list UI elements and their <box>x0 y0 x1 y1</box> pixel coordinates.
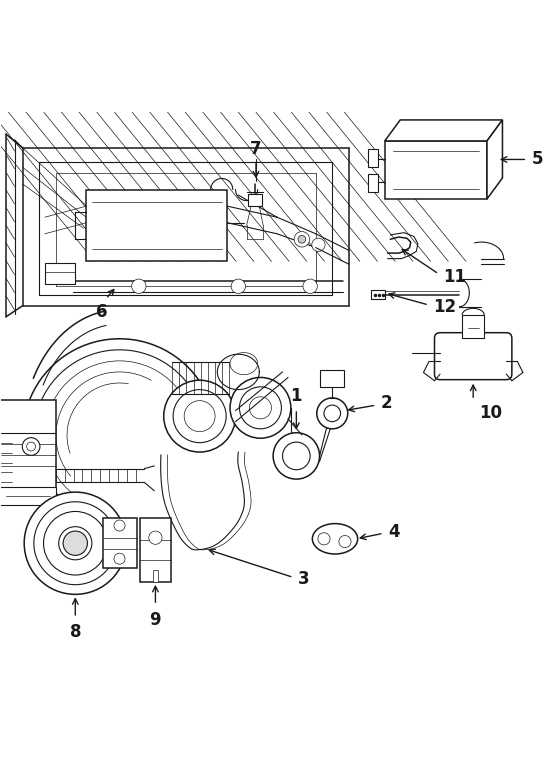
Circle shape <box>298 235 306 243</box>
Bar <box>371 290 385 299</box>
Ellipse shape <box>34 502 117 584</box>
Bar <box>153 570 158 582</box>
Text: 6: 6 <box>96 303 107 322</box>
Bar <box>0 399 56 488</box>
Circle shape <box>149 531 162 545</box>
Circle shape <box>27 442 35 451</box>
Circle shape <box>22 437 40 455</box>
Circle shape <box>239 387 281 429</box>
Text: 7: 7 <box>250 140 262 158</box>
Circle shape <box>273 433 320 479</box>
Text: 11: 11 <box>443 268 466 286</box>
FancyBboxPatch shape <box>434 333 512 380</box>
Ellipse shape <box>312 524 358 554</box>
Text: 5: 5 <box>532 151 543 169</box>
Circle shape <box>63 531 88 556</box>
Circle shape <box>132 279 146 294</box>
Polygon shape <box>385 120 502 141</box>
Polygon shape <box>487 120 502 199</box>
Text: 12: 12 <box>433 298 456 315</box>
Bar <box>368 148 378 167</box>
Text: 8: 8 <box>70 623 81 641</box>
Ellipse shape <box>24 492 126 594</box>
Circle shape <box>184 401 215 431</box>
Circle shape <box>164 380 235 452</box>
Circle shape <box>324 405 341 422</box>
Circle shape <box>114 520 125 531</box>
Ellipse shape <box>59 527 92 559</box>
Circle shape <box>294 232 310 247</box>
Bar <box>320 371 345 387</box>
Circle shape <box>312 239 325 252</box>
Circle shape <box>317 398 348 429</box>
Circle shape <box>231 279 245 294</box>
Bar <box>248 194 262 206</box>
Text: 9: 9 <box>150 611 161 629</box>
Text: 1: 1 <box>291 386 302 405</box>
Text: 10: 10 <box>479 404 502 422</box>
Bar <box>368 174 378 193</box>
Circle shape <box>283 442 310 470</box>
Bar <box>462 315 484 338</box>
Circle shape <box>173 389 226 443</box>
Bar <box>45 263 75 284</box>
Text: 2: 2 <box>381 395 393 413</box>
Ellipse shape <box>44 511 107 575</box>
Bar <box>103 518 137 568</box>
Text: 3: 3 <box>298 570 310 588</box>
Bar <box>140 518 171 582</box>
Circle shape <box>249 397 271 419</box>
Bar <box>86 190 227 261</box>
Circle shape <box>114 553 125 564</box>
Text: 4: 4 <box>388 523 400 541</box>
Circle shape <box>318 533 330 545</box>
Polygon shape <box>385 141 487 199</box>
Circle shape <box>339 535 351 548</box>
Circle shape <box>230 378 291 438</box>
Bar <box>0 487 56 504</box>
Circle shape <box>303 279 317 294</box>
